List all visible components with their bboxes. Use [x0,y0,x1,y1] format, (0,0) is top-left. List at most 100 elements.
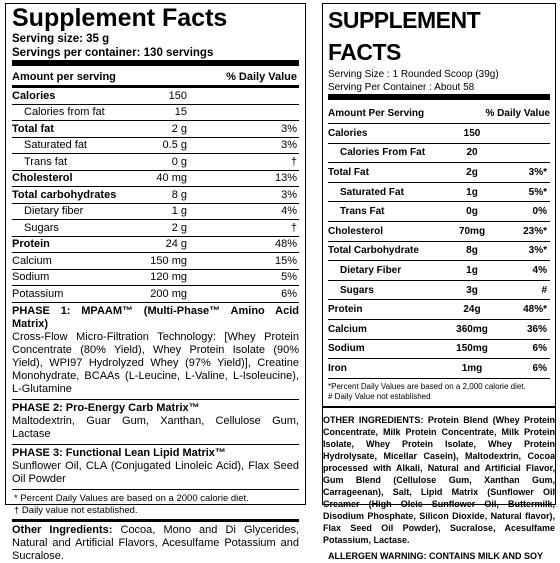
nutrient-name: Total Carbohydrate [328,241,442,262]
serving-size: Serving Size : 1 Rounded Scoop (39g) [328,69,499,80]
nutrient-amount: 8g [442,241,502,262]
nutrient-name: Trans fat [12,153,117,171]
nutrient-name: Total fat [12,120,117,138]
nutrient-amount: 120 mg [117,269,237,286]
nutrient-name: Sodium [12,269,117,286]
nutrient-dv: 0% [502,201,550,222]
nutrient-row: Trans Fat 0g 0% [328,201,550,222]
divider [12,60,299,66]
nutrient-name: Protein [328,299,442,320]
nutrient-name: Calcium [12,252,117,270]
nutrient-amount: 150 mg [117,252,237,270]
nutrient-row: Cholesterol 70mg 23%* [328,221,550,242]
footnote: † Daily value not established. [14,504,138,516]
nutrient-dv: † [237,153,299,171]
nutrient-dv: 5% [237,269,299,286]
header-dv: % Daily Value [226,71,297,83]
nutrient-name: Trans Fat [328,201,442,222]
nutrient-name: Total carbohydrates [12,186,117,204]
nutrient-name: Calories [12,88,117,105]
nutrient-dv: 23%* [502,221,550,242]
right-panel: SUPPLEMENT FACTS Serving Size : 1 Rounde… [322,3,556,561]
nutrient-row: Total Carbohydrate 8g 3%* [328,241,550,262]
nutrient-amount: 200 mg [117,285,237,303]
nutrient-row: Protein 24g 48%* [328,299,550,320]
nutrient-name: Protein [12,236,117,253]
nutrient-row: Calcium 360mg 36% [328,319,550,340]
nutrient-amount: 20 [442,143,502,164]
nutrient-amount: 360mg [442,319,502,340]
left-panel: Supplement Facts Serving size: 35 g Serv… [5,3,306,562]
nutrient-row: Calcium 150 mg 15% [12,252,299,270]
phase-title: PHASE 1: MPAAM™ (Multi-Phase™ Amino Acid… [12,304,299,330]
nutrient-row: Calories 150 [328,124,550,144]
header-amount: Amount per serving [12,71,116,83]
nutrient-dv: 48% [237,236,299,253]
nutrient-dv [237,88,299,105]
nutrient-dv: # [502,280,550,301]
servings-per-container: Servings per container: 130 servings [12,47,214,59]
nutrient-amount: 1g [442,260,502,281]
title: Supplement Facts [12,4,228,32]
nutrient-amount: 150 [117,88,237,105]
nutrient-dv: 3%* [502,241,550,262]
phase-title: PHASE 3: Functional Lean Lipid Matrix™ [12,446,226,459]
nutrient-row: Sodium 150mg 6% [328,339,550,360]
nutrient-row: Dietary fiber 1 g 4% [12,203,299,220]
nutrient-row: Potassium 200 mg 6% [12,285,299,303]
nutrient-name: Saturated Fat [328,182,442,203]
nutrient-dv: 3% [237,120,299,138]
nutrient-row: Iron 1mg 6% [328,358,550,379]
phase-text: Sunflower Oil, CLA (Conjugated Linoleic … [12,459,299,485]
nutrient-amount: 24 g [117,236,237,253]
nutrient-name: Cholesterol [328,221,442,242]
nutrient-row: Total Fat 2g 3%* [328,162,550,183]
serving-size: Serving size: 35 g [12,33,110,45]
other-ingredients-label: Other Ingredients: [12,523,113,536]
nutrient-name: Cholesterol [12,170,117,187]
nutrient-row: Trans fat 0 g † [12,153,299,171]
nutrient-amount: 150mg [442,339,502,360]
nutrient-row: Saturated fat 0.5 g 3% [12,137,299,154]
nutrient-dv: † [237,219,299,237]
nutrient-dv: 13% [237,170,299,187]
nutrient-dv: 5%* [502,182,550,203]
nutrient-dv: 6% [502,339,550,360]
phase: PHASE 1: MPAAM™ (Multi-Phase™ Amino Acid… [12,303,299,400]
nutrient-dv: 6% [237,285,299,303]
nutrient-row: Sodium 120 mg 5% [12,269,299,286]
divider [328,94,550,100]
other-ingredients-text: Protein Blend (Whey Protein Concentrate,… [323,414,555,545]
phase-title: PHASE 2: Pro-Energy Carb Matrix™ [12,401,200,414]
nutrient-row: Calories 150 [12,88,299,105]
nutrient-table: Calories 150 Calories From Fat 20 Total Fat 2… [328,124,550,379]
nutrient-amount: 2 g [117,219,237,237]
footnotes: *Percent Daily Values are based on a 2,0… [328,379,550,404]
phase-text: Maltodextrin, Guar Gum, Xanthan, Cellulo… [12,414,299,440]
footnote: * Percent Daily Values are based on a 20… [14,492,249,504]
nutrient-amount: 0g [442,201,502,222]
nutrient-amount: 24g [442,299,502,320]
nutrient-row: Total fat 2 g 3% [12,120,299,138]
nutrient-dv: 6% [502,358,550,379]
nutrient-name: Calories From Fat [328,143,442,164]
nutrient-name: Saturated fat [12,137,117,154]
nutrient-name: Sugars [12,219,117,237]
nutrient-row: Sugars 2 g † [12,219,299,237]
nutrient-dv [237,104,299,121]
nutrient-dv: 3% [237,186,299,204]
nutrient-row: Sugars 3g # [328,280,550,301]
nutrient-amount: 1mg [442,358,502,379]
nutrient-amount: 70mg [442,221,502,242]
nutrient-name: Dietary fiber [12,203,117,220]
nutrient-rows: Calories 150 Calories From Fat 20 Total Fat 2… [328,124,550,379]
nutrient-dv: 36% [502,319,550,340]
nutrient-name: Potassium [12,285,117,303]
nutrient-dv: 4% [237,203,299,220]
nutrient-amount: 2 g [117,120,237,138]
nutrient-row: Calories From Fat 20 [328,143,550,164]
nutrient-amount: 0 g [117,153,237,171]
phase-text: Cross-Flow Micro-Filtration Technology: … [12,330,299,395]
nutrient-dv [502,124,550,144]
nutrient-amount: 1g [442,182,502,203]
